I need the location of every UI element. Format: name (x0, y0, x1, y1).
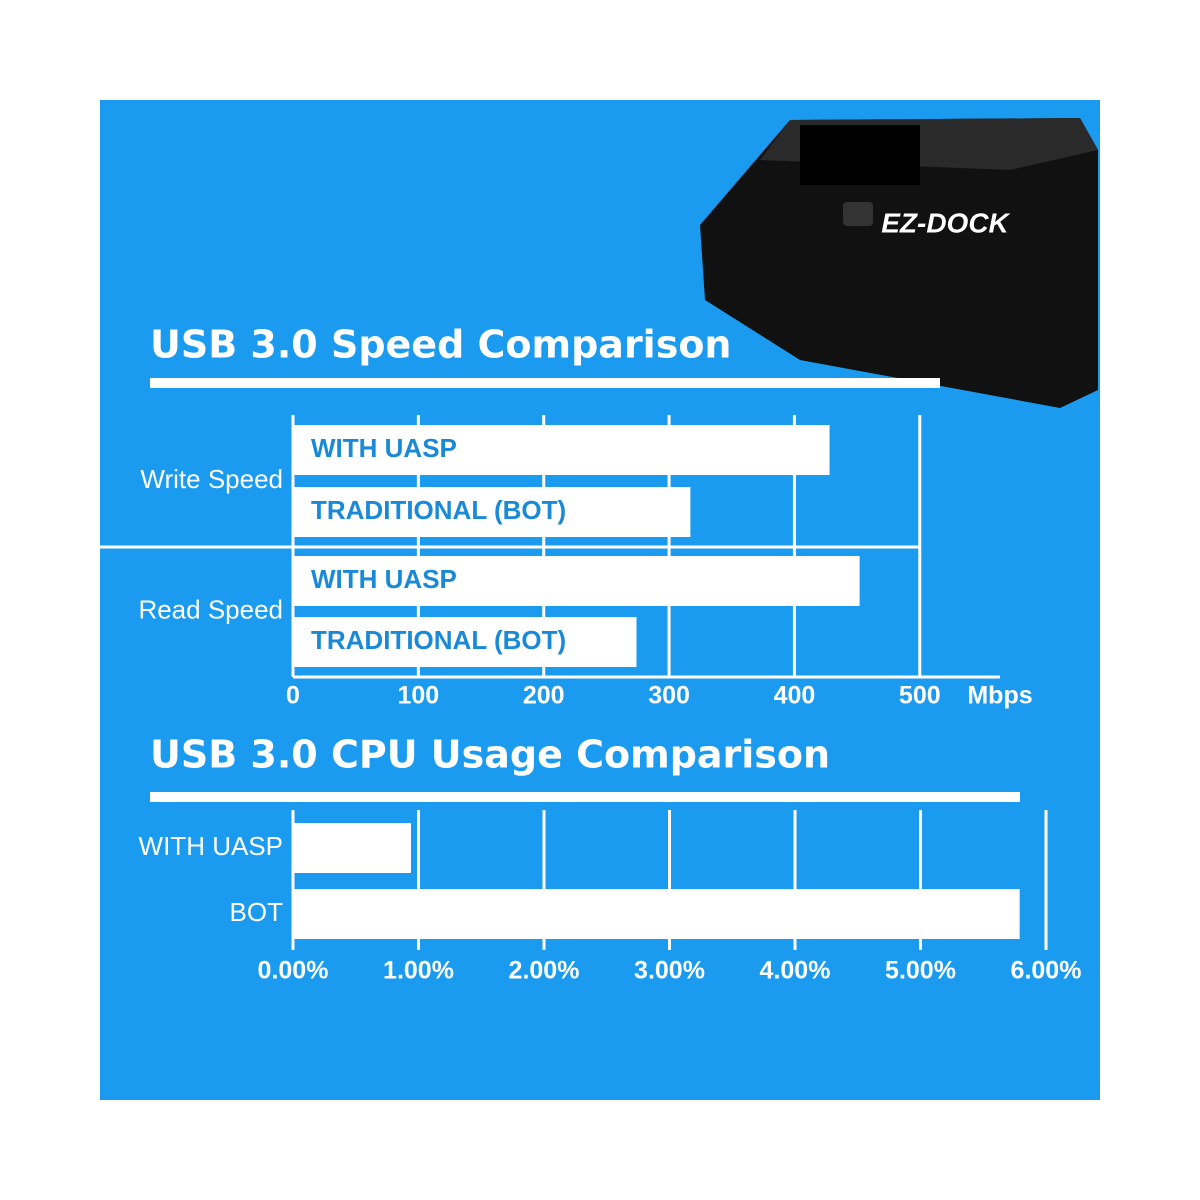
x-tick-label: 200 (523, 682, 565, 710)
x-tick-label: 500 (899, 682, 941, 710)
title-rule (150, 378, 940, 388)
x-tick-label: 400 (774, 682, 816, 710)
category-label: WITH UASP (139, 831, 283, 861)
category-label: Write Speed (140, 464, 283, 494)
product-brand: EZ-DOCK (881, 207, 1010, 238)
x-tick-label: 300 (648, 682, 690, 710)
x-tick-label: 0 (286, 682, 300, 710)
series-label: TRADITIONAL (BOT) (311, 495, 566, 525)
series-label: WITH UASP (311, 564, 457, 594)
bar (293, 617, 637, 667)
category-label: BOT (230, 897, 284, 927)
x-tick-label: 4.00% (760, 957, 831, 985)
bar (293, 889, 1020, 939)
chart-title: USB 3.0 CPU Usage Comparison (150, 733, 830, 777)
chart-title: USB 3.0 Speed Comparison (150, 323, 732, 367)
x-tick-label: 100 (397, 682, 439, 710)
bar (293, 556, 860, 606)
title-rule (150, 792, 1020, 802)
bar (293, 823, 411, 873)
x-axis-label: Mbps (967, 682, 1032, 710)
product-image: EZ-DOCK (700, 118, 1098, 408)
series-label: WITH UASP (311, 433, 457, 463)
x-tick-label: 2.00% (509, 957, 580, 985)
x-tick-label: 0.00% (258, 957, 329, 985)
bar (293, 487, 691, 537)
x-tick-label: 5.00% (885, 957, 956, 985)
x-tick-label: 6.00% (1011, 957, 1082, 985)
x-tick-label: 3.00% (634, 957, 705, 985)
bar (293, 425, 830, 475)
x-tick-label: 1.00% (383, 957, 454, 985)
category-label: Read Speed (138, 594, 283, 624)
series-label: TRADITIONAL (BOT) (311, 625, 566, 655)
